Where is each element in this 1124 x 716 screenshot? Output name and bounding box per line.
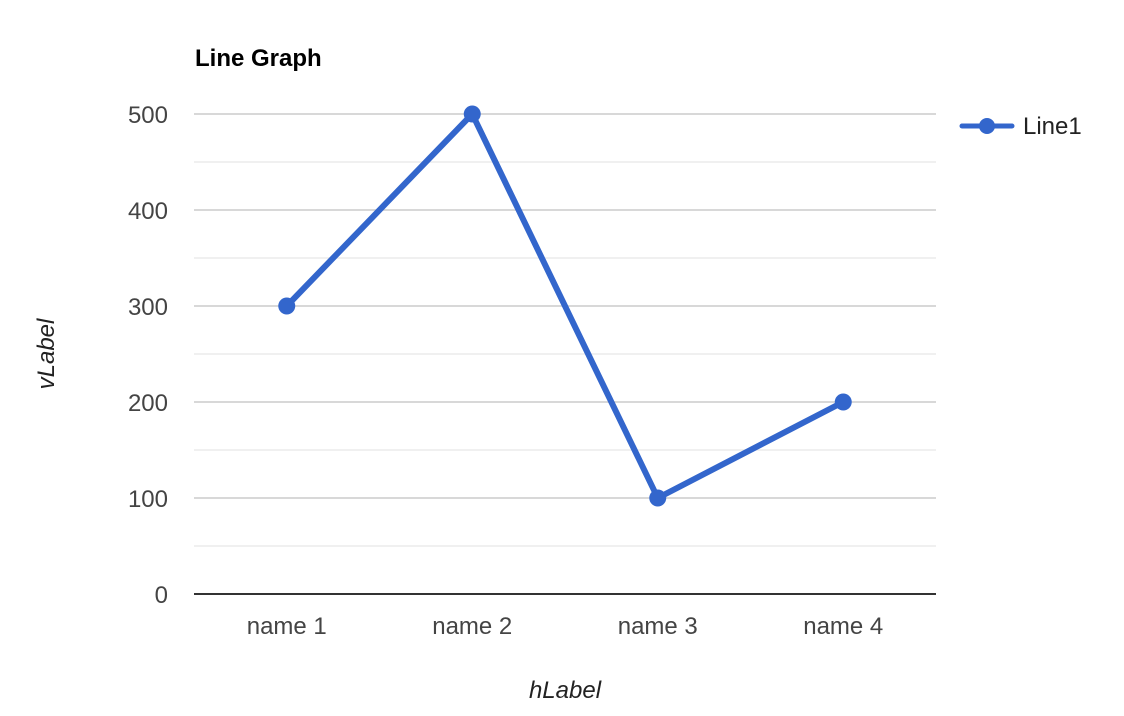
chart-title: Line Graph [195, 45, 322, 72]
y-tick-label: 0 [155, 582, 168, 609]
legend-marker-icon [979, 118, 995, 134]
series-layer [278, 105, 852, 507]
y-tick-label: 500 [128, 102, 168, 129]
y-tick-label: 200 [128, 390, 168, 417]
legend-label: Line1 [1023, 113, 1082, 140]
y-tick-label: 400 [128, 198, 168, 225]
x-tick-label: name 3 [618, 613, 698, 640]
data-point[interactable] [649, 489, 667, 507]
y-tick-labels: 0 100 200 300 400 500 [128, 102, 168, 609]
y-tick-label: 300 [128, 294, 168, 321]
y-axis-title: vLabel [33, 318, 60, 389]
data-point[interactable] [463, 105, 481, 123]
x-axis-title: hLabel [529, 677, 602, 704]
x-tick-labels: name 1 name 2 name 3 name 4 [247, 613, 884, 640]
x-tick-label: name 4 [803, 613, 883, 640]
data-point[interactable] [834, 393, 852, 411]
x-tick-label: name 2 [432, 613, 512, 640]
data-point[interactable] [278, 297, 296, 315]
y-tick-label: 100 [128, 486, 168, 513]
legend[interactable]: Line1 [959, 113, 1082, 140]
series-line[interactable] [283, 111, 847, 501]
x-tick-label: name 1 [247, 613, 327, 640]
gridlines [194, 113, 936, 547]
